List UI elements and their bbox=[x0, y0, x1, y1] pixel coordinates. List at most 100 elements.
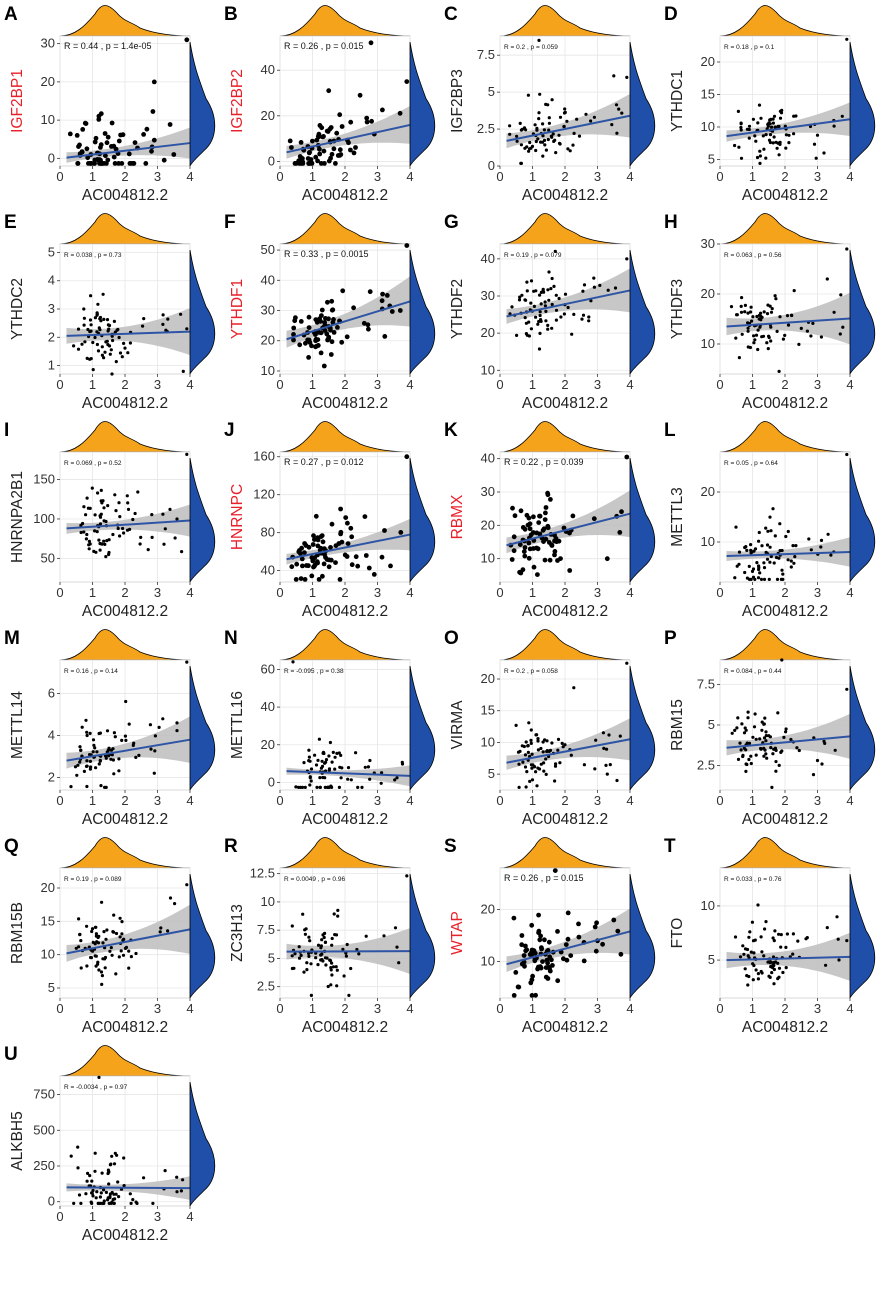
data-point bbox=[313, 317, 319, 322]
data-point bbox=[364, 934, 368, 938]
data-point bbox=[537, 347, 542, 351]
data-point bbox=[305, 337, 310, 343]
y-axis-label: METTL14 bbox=[9, 691, 26, 759]
data-point bbox=[742, 952, 746, 956]
data-point bbox=[69, 1154, 73, 1158]
x-tick-label: 0 bbox=[496, 377, 503, 392]
data-point bbox=[758, 154, 762, 158]
data-point bbox=[109, 757, 113, 761]
data-point bbox=[104, 937, 108, 941]
data-point bbox=[149, 148, 154, 154]
data-point bbox=[768, 515, 772, 519]
data-point bbox=[558, 556, 563, 561]
y-tick-label: 3 bbox=[48, 301, 55, 316]
data-point bbox=[572, 131, 576, 135]
data-point bbox=[809, 548, 813, 552]
data-point bbox=[313, 332, 318, 337]
data-point bbox=[536, 739, 540, 743]
y-tick-label: 5 bbox=[48, 244, 55, 259]
data-point bbox=[327, 767, 332, 771]
data-point bbox=[302, 761, 306, 765]
data-point bbox=[73, 765, 78, 769]
data-point bbox=[762, 577, 767, 581]
y-tick-label: 15 bbox=[41, 913, 55, 928]
x-tick-label: 1 bbox=[309, 1001, 316, 1016]
data-point bbox=[98, 111, 104, 117]
x-tick-label: 0 bbox=[276, 169, 283, 184]
data-point bbox=[751, 575, 756, 579]
data-point bbox=[606, 288, 610, 292]
data-point bbox=[552, 139, 556, 143]
data-point bbox=[535, 784, 539, 788]
data-point bbox=[772, 561, 776, 565]
x-density-curve bbox=[59, 5, 191, 37]
data-point bbox=[511, 548, 517, 554]
data-point bbox=[98, 161, 103, 166]
data-point bbox=[510, 505, 515, 511]
data-point bbox=[369, 118, 374, 124]
y-axis-label: ZC3H13 bbox=[229, 904, 246, 962]
data-point bbox=[90, 1179, 94, 1183]
data-point bbox=[127, 161, 133, 166]
data-point bbox=[79, 1201, 83, 1205]
data-point bbox=[324, 758, 329, 762]
y-tick-label: 20 bbox=[481, 902, 495, 917]
data-point bbox=[529, 922, 535, 928]
data-point bbox=[840, 114, 844, 118]
x-tick-label: 0 bbox=[56, 585, 63, 600]
data-point bbox=[519, 942, 525, 948]
x-tick-label: 4 bbox=[626, 377, 633, 392]
data-point bbox=[307, 954, 311, 958]
data-point bbox=[552, 538, 557, 544]
y-tick-label: 40 bbox=[481, 251, 495, 266]
data-point bbox=[556, 748, 560, 752]
data-point bbox=[519, 161, 523, 165]
data-point bbox=[829, 553, 833, 557]
x-tick-label: 2 bbox=[121, 793, 128, 808]
x-axis-label: AC004812.2 bbox=[522, 395, 608, 412]
data-point bbox=[780, 548, 784, 553]
data-point bbox=[820, 762, 824, 766]
data-point bbox=[346, 766, 351, 770]
data-point bbox=[367, 289, 373, 295]
data-point bbox=[815, 133, 820, 137]
data-point bbox=[333, 755, 337, 759]
regression-line bbox=[286, 300, 411, 341]
panel-letter: E bbox=[4, 212, 17, 233]
scatter-points bbox=[290, 874, 409, 997]
data-point bbox=[355, 563, 361, 569]
data-point bbox=[345, 520, 350, 526]
stats-annotation: R = 0.063 , p = 0.56 bbox=[724, 252, 782, 259]
data-point bbox=[112, 1192, 116, 1196]
data-point bbox=[527, 546, 533, 552]
data-point bbox=[511, 915, 517, 921]
data-point bbox=[833, 748, 837, 752]
data-point bbox=[297, 548, 302, 553]
y-density-curve bbox=[849, 41, 876, 167]
data-point bbox=[777, 369, 781, 373]
data-point bbox=[315, 158, 320, 164]
data-point bbox=[323, 776, 327, 780]
x-tick-label: 4 bbox=[186, 793, 193, 808]
data-point bbox=[89, 323, 93, 327]
data-point bbox=[582, 763, 586, 767]
data-point bbox=[533, 992, 538, 998]
data-point bbox=[305, 968, 309, 972]
x-density-curve bbox=[279, 837, 411, 869]
data-point bbox=[535, 733, 539, 737]
data-point bbox=[838, 332, 842, 336]
data-point bbox=[550, 98, 554, 102]
data-point bbox=[131, 743, 135, 747]
scatter-points bbox=[69, 660, 189, 789]
x-tick-label: 0 bbox=[56, 169, 63, 184]
data-point bbox=[512, 513, 518, 519]
data-point bbox=[535, 128, 539, 132]
data-point bbox=[84, 513, 88, 517]
confidence-band bbox=[66, 308, 190, 356]
stats-annotation: R = 0.27 , p = 0.012 bbox=[284, 457, 364, 467]
data-point bbox=[354, 751, 358, 755]
data-point bbox=[118, 935, 122, 939]
